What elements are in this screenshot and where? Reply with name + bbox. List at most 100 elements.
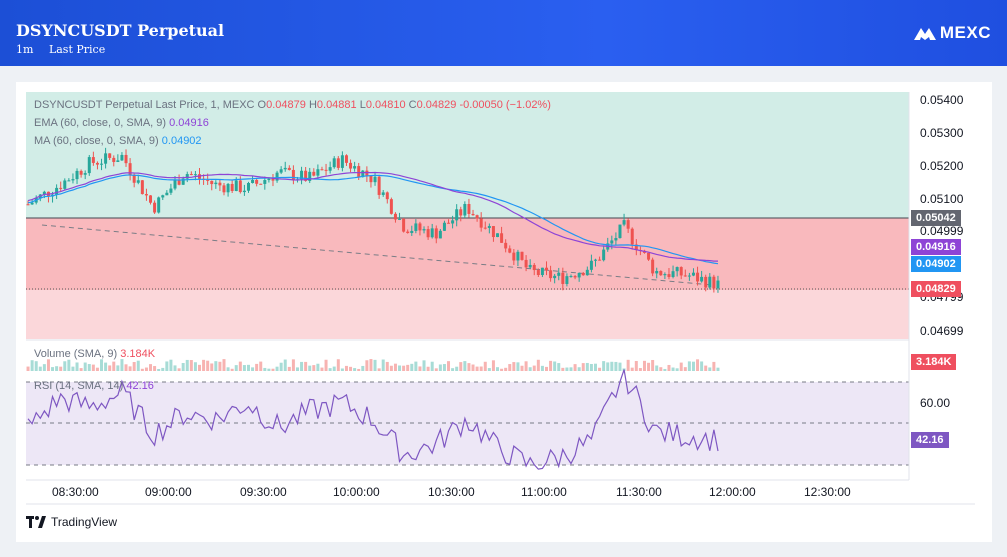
volume-bar [520,365,524,371]
candle-body [434,228,438,239]
candle-body [116,160,120,162]
candle-body [357,166,361,178]
volume-bar [524,361,528,371]
price-tick-4: 0.04999 [920,224,964,238]
candle-body [475,215,479,219]
price-tick-2: 0.05200 [920,159,964,173]
candle-body [516,251,520,261]
candle-body [418,223,422,231]
volume-bar [120,359,124,371]
open-value: 0.04879 [266,99,306,111]
volume-bar [104,362,108,371]
volume-bar [46,359,50,371]
volume-bar [451,368,455,371]
candle-body [647,252,651,260]
lower-zone-dark [26,218,909,290]
volume-bar [206,360,210,371]
candle-body [144,194,148,196]
volume-bar [336,359,340,371]
volume-bar [100,359,104,371]
candle-body [508,248,512,253]
volume-bar [700,361,704,371]
candle-body [422,229,426,231]
volume-bar [663,368,667,371]
volume-bar [226,367,230,371]
candle-body [585,269,589,276]
volume-bar [557,363,561,371]
volume-bar [634,360,638,371]
volume-bar [549,360,553,371]
candle-body [691,272,695,276]
time-tick-6: 11:30:00 [616,485,662,499]
candle-body [271,178,275,181]
volume-bar [434,368,438,371]
volume-bar [34,361,38,371]
ma-line [27,174,719,265]
volume-bar [177,368,181,371]
tradingview-logo-icon [26,516,46,528]
volume-bar [198,364,201,371]
candle-body [91,157,95,163]
volume-bar [173,365,177,371]
volume-bar [300,361,304,371]
volume-bar [287,366,291,371]
candle-body [577,272,581,278]
candle-body [226,183,230,193]
volume-bar [410,363,414,371]
volume-bar [26,366,30,371]
candle-body [414,223,418,231]
change-value: -0.00050 (−1.02%) [459,99,551,111]
rsi-legend[interactable]: RSI (14, SMA, 14) 42.16 [34,380,154,392]
volume-bar [83,362,87,371]
candle-body [696,272,700,282]
volume-bar [365,360,369,371]
volume-bar [279,362,283,371]
volume-bar [67,359,71,371]
candle-body [304,170,308,181]
ema-legend[interactable]: EMA (60, close, 0, SMA, 9) 0.04916 [34,117,209,129]
candle-body [55,187,59,195]
volume-bar [132,362,136,371]
candle-body [259,183,263,185]
candle-body [602,249,606,261]
volume-bar [483,361,487,371]
volume-bar [585,362,589,371]
candle-body [181,178,185,185]
candle-body [251,179,255,183]
volume-bar [504,367,508,371]
candle-body [712,276,716,289]
volume-label: Volume (SMA, 9) [34,348,118,360]
volume-bar [218,361,222,371]
candle-body [512,252,516,261]
volume-legend[interactable]: Volume (SMA, 9) 3.184K [34,348,155,360]
tradingview-logo[interactable]: TradingView [26,515,117,529]
volume-bar [528,367,532,371]
volume-bar [402,365,406,371]
volume-bar [271,368,275,371]
candle-body [626,220,630,229]
candle-body [381,192,385,195]
time-tick-4: 10:30:00 [428,485,475,499]
candle-body [71,179,75,181]
volume-bar [438,364,442,371]
volume-bar [283,359,287,371]
ma-legend[interactable]: MA (60, close, 0, SMA, 9) 0.04902 [34,135,202,147]
candle-body [385,192,389,200]
ma-price-tag: 0.04902 [911,256,961,272]
rsi-line [27,369,719,470]
candle-body [336,158,340,168]
volume-bar [79,368,83,371]
candle-body [581,272,585,276]
volume-bar [593,363,597,371]
candle-body [353,166,357,169]
header-bar: DSYNCUSDT Perpetual 1m Last Price MEXC [0,0,1007,66]
candle-body [340,155,344,168]
volume-bar [251,367,255,371]
candle-body [132,174,136,183]
volume-bar [618,362,622,371]
candle-body [136,180,140,183]
candle-body [300,170,304,180]
candle-body [569,276,573,278]
candle-body [140,180,144,195]
